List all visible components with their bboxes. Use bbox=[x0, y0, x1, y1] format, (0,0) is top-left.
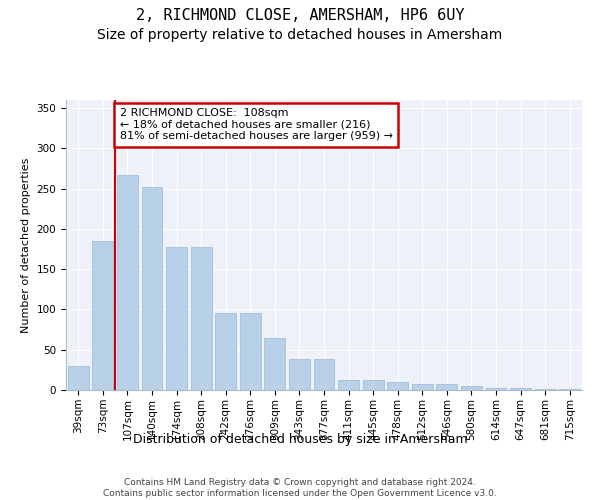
Bar bbox=[166, 248, 187, 390]
Bar bbox=[461, 386, 482, 390]
Bar bbox=[314, 360, 334, 390]
Bar bbox=[191, 248, 212, 390]
Bar bbox=[338, 380, 359, 390]
Bar bbox=[92, 241, 113, 390]
Bar bbox=[559, 389, 580, 390]
Text: Size of property relative to detached houses in Amersham: Size of property relative to detached ho… bbox=[97, 28, 503, 42]
Bar bbox=[117, 175, 138, 390]
Bar bbox=[510, 388, 531, 390]
Text: 2, RICHMOND CLOSE, AMERSHAM, HP6 6UY: 2, RICHMOND CLOSE, AMERSHAM, HP6 6UY bbox=[136, 8, 464, 22]
Y-axis label: Number of detached properties: Number of detached properties bbox=[21, 158, 31, 332]
Bar bbox=[215, 314, 236, 390]
Bar bbox=[535, 389, 556, 390]
Bar bbox=[265, 338, 286, 390]
Bar bbox=[362, 380, 383, 390]
Text: Distribution of detached houses by size in Amersham: Distribution of detached houses by size … bbox=[133, 432, 467, 446]
Bar bbox=[436, 384, 457, 390]
Bar bbox=[387, 382, 408, 390]
Bar bbox=[68, 366, 89, 390]
Text: 2 RICHMOND CLOSE:  108sqm
← 18% of detached houses are smaller (216)
81% of semi: 2 RICHMOND CLOSE: 108sqm ← 18% of detach… bbox=[119, 108, 392, 142]
Bar bbox=[485, 388, 506, 390]
Bar bbox=[240, 314, 261, 390]
Bar bbox=[142, 187, 163, 390]
Bar bbox=[412, 384, 433, 390]
Bar bbox=[289, 358, 310, 390]
Text: Contains HM Land Registry data © Crown copyright and database right 2024.
Contai: Contains HM Land Registry data © Crown c… bbox=[103, 478, 497, 498]
